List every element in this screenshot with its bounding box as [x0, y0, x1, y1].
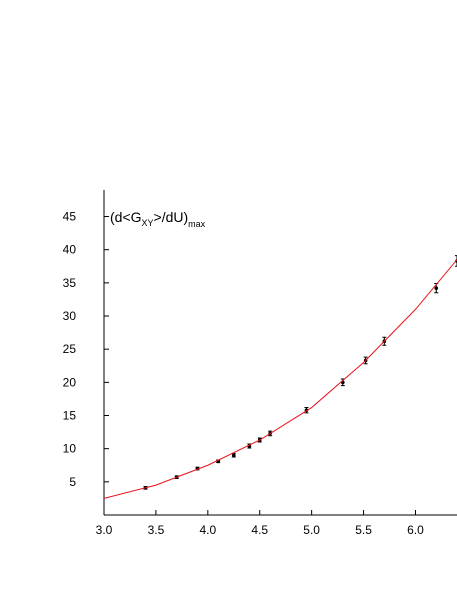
y-tick-label: 5	[69, 475, 76, 489]
x-tick-label: 3.0	[96, 523, 113, 537]
y-tick-label: 25	[63, 342, 77, 356]
label-part: (d<G	[110, 209, 142, 225]
y-tick-label: 35	[63, 276, 77, 290]
error-bar	[455, 255, 457, 267]
x-tick-label: 4.0	[199, 523, 216, 537]
x-tick-label: 4.5	[251, 523, 268, 537]
x-tick-label: 5.0	[303, 523, 320, 537]
x-tick-label: 5.5	[355, 523, 372, 537]
label-sub: XY	[142, 218, 154, 228]
label-part: >/dU)	[154, 209, 189, 225]
label-sub: max	[188, 219, 206, 229]
y-tick-label: 30	[63, 309, 77, 323]
y-tick-label: 40	[63, 243, 77, 257]
y-tick-label: 45	[63, 210, 77, 224]
data-point	[434, 286, 439, 290]
x-tick-label: 6.0	[407, 523, 424, 537]
y-tick-label: 15	[63, 409, 77, 423]
fit-line	[104, 259, 457, 499]
y-axis-label: (d<GXY>/dU)max	[110, 209, 206, 229]
y-tick-label: 10	[63, 442, 77, 456]
data-point	[231, 453, 236, 458]
y-tick-label: 20	[63, 375, 77, 389]
plot-area	[104, 255, 457, 499]
x-tick-label: 3.5	[148, 523, 165, 537]
